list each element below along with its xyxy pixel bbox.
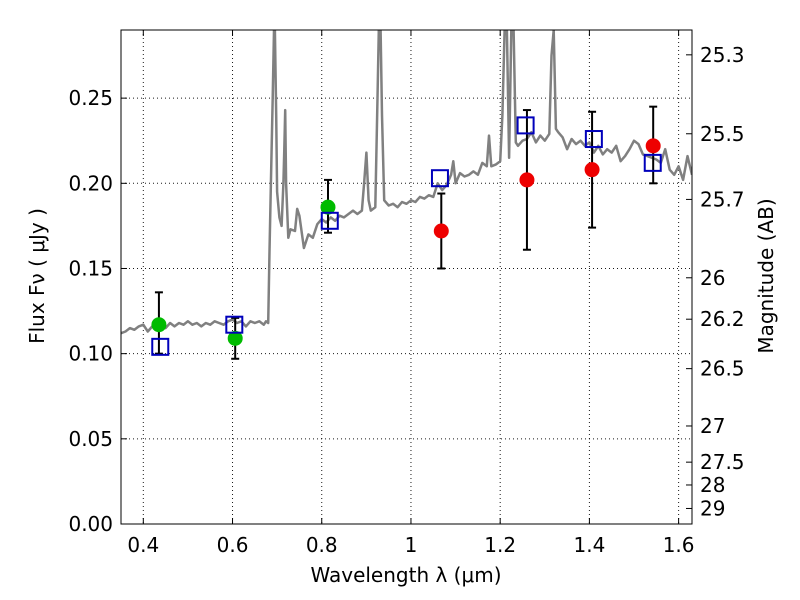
y-tick-label: 0.25 <box>68 86 113 110</box>
green-point <box>227 330 243 346</box>
red-point <box>584 162 600 178</box>
y2-tick-label: 29 <box>700 496 725 520</box>
plot-frame <box>120 29 693 525</box>
y2-tick-label: 28 <box>700 473 725 497</box>
model-square <box>225 315 244 334</box>
x-tick-label: 0.4 <box>127 533 159 557</box>
y-tick-label: 0.05 <box>68 427 113 451</box>
model-square <box>430 169 449 188</box>
red-point <box>519 172 535 188</box>
model-square <box>151 337 170 356</box>
marker-layer <box>151 105 662 360</box>
red-point <box>645 138 661 154</box>
y2-tick-label: 26.5 <box>700 357 745 381</box>
y-tick-label: 0.10 <box>68 342 113 366</box>
x-tick-label: 0.8 <box>306 533 338 557</box>
y2-tick-label: 25.7 <box>700 187 745 211</box>
x-tick-label: 1.2 <box>484 533 516 557</box>
model-square <box>584 130 603 149</box>
y2-tick-label: 26.2 <box>700 307 745 331</box>
y2-tick-label: 27.5 <box>700 450 745 474</box>
x-tick-label: 1 <box>405 533 418 557</box>
y2-tick-label: 27 <box>700 414 725 438</box>
y-axis-label: Flux Fν ( μJy ) <box>25 208 49 344</box>
x-tick-label: 0.6 <box>217 533 249 557</box>
x-axis-label: Wavelength λ (μm) <box>310 563 501 587</box>
green-point <box>320 199 336 215</box>
red-point <box>433 223 449 239</box>
plot-background <box>121 30 692 524</box>
y2-tick-label: 25.5 <box>700 122 745 146</box>
y2-axis-label: Magnitude (AB) <box>754 198 778 353</box>
y-tick-label: 0.15 <box>68 256 113 280</box>
model-square <box>516 116 535 135</box>
y2-tick-label: 25.3 <box>700 43 745 67</box>
model-square <box>320 211 339 230</box>
y-tick-label: 0.20 <box>68 171 113 195</box>
model-square <box>643 153 662 172</box>
x-tick-label: 1.6 <box>663 533 695 557</box>
y-tick-label: 0.00 <box>68 512 113 536</box>
x-tick-label: 1.4 <box>573 533 605 557</box>
green-point <box>151 317 167 333</box>
y2-tick-label: 26 <box>700 266 725 290</box>
tick-layer: 0.4 0.6 0.8 1 1.2 1.4 1.6 0.00 0.05 0.10 0.15 0.20 0… <box>68 30 745 557</box>
